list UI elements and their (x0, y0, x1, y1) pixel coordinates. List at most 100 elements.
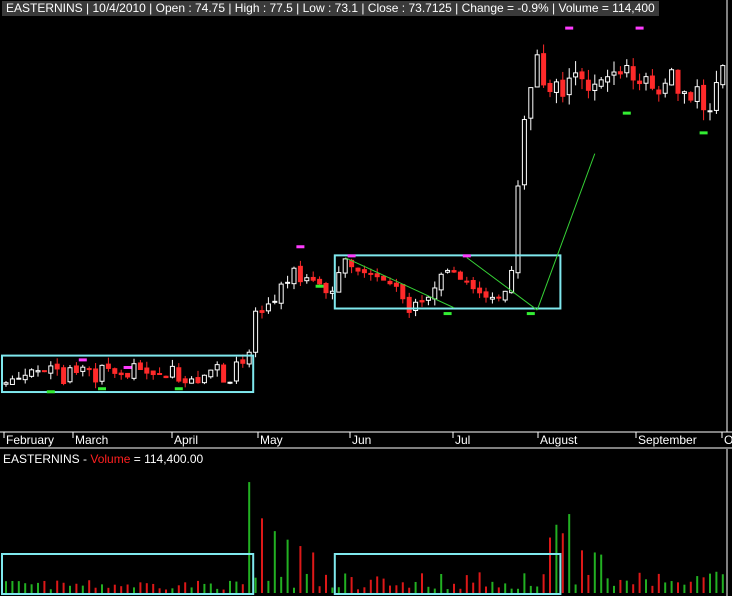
volume-bar (152, 583, 155, 593)
candle-body (54, 363, 60, 370)
swing-low-marker (46, 390, 55, 394)
volume-bar (69, 585, 71, 593)
volume-bar (632, 584, 635, 593)
price-candle (528, 87, 534, 131)
candle-body (137, 362, 143, 370)
volume-bar (395, 585, 398, 593)
candle-body (406, 296, 412, 313)
price-candle (201, 374, 207, 385)
candle-body (22, 374, 28, 381)
volume-bar (683, 584, 686, 593)
price-candle (624, 59, 630, 78)
volume-value: = 114,400.00 (130, 452, 204, 466)
candle-body (374, 273, 380, 278)
candle-body (573, 72, 579, 78)
price-candle (656, 85, 662, 102)
price-candle (592, 74, 598, 101)
candle-body (534, 54, 540, 88)
volume-bar (88, 580, 91, 593)
volume-bar (401, 582, 404, 593)
price-candle (509, 266, 515, 294)
x-tick-label: March (75, 433, 108, 447)
candle-body (483, 291, 489, 298)
price-candle (534, 49, 540, 88)
candle-body (464, 280, 470, 283)
volume-bar (491, 581, 494, 593)
candle-body (713, 82, 719, 111)
candle-body (445, 269, 451, 273)
swing-low-marker (443, 312, 452, 316)
swing-high-marker (296, 245, 305, 249)
price-candle (259, 305, 265, 319)
volume-bar (581, 550, 583, 593)
volume-bar (561, 533, 564, 593)
candle-body (163, 375, 169, 379)
price-candle (189, 376, 195, 384)
price-candle (285, 275, 291, 289)
price-candle (208, 369, 214, 379)
price-candle (105, 357, 111, 372)
swing-high-marker (347, 254, 356, 258)
price-candle (521, 115, 527, 190)
price-candle (566, 68, 572, 105)
price-candle (707, 103, 713, 121)
x-tick-label: Jul (455, 433, 470, 447)
candle-body (342, 258, 348, 274)
candle-body (73, 365, 79, 373)
candle-body (419, 300, 425, 303)
volume-bar (446, 589, 449, 593)
price-candle (489, 292, 495, 304)
price-candle (553, 78, 559, 104)
price-candle (451, 266, 457, 274)
candle-body (541, 53, 547, 86)
swing-low-marker (622, 111, 631, 115)
volume-bar (357, 589, 359, 593)
candle-body (617, 71, 623, 75)
candle-body (3, 382, 9, 385)
candle-body (656, 89, 662, 95)
price-candle (246, 349, 252, 368)
candle-body (246, 351, 252, 365)
price-candle (560, 71, 566, 103)
candle-body (214, 364, 220, 371)
x-tick-label: April (174, 433, 198, 447)
volume-bar (305, 573, 308, 593)
candle-body (125, 372, 131, 378)
price-candle (176, 363, 182, 383)
volume-bar (216, 588, 219, 593)
drawing-objects[interactable] (1, 26, 708, 595)
candle-body (304, 277, 310, 282)
candle-body (182, 378, 188, 384)
volume-bar (139, 582, 142, 593)
price-candle (688, 91, 694, 103)
candle-body (649, 75, 655, 89)
price-candle (3, 381, 9, 387)
price-candle (406, 292, 412, 318)
volume-bar (638, 572, 641, 593)
price-candle (400, 283, 406, 304)
candle-body (105, 363, 111, 369)
candle-body (611, 71, 617, 76)
candle-body (688, 92, 694, 101)
volume-bar (689, 581, 692, 593)
candle-body (425, 296, 431, 301)
volume-bar (331, 587, 334, 593)
x-tick-label: February (6, 433, 54, 447)
candle-body (41, 370, 47, 373)
candle-body (669, 69, 675, 86)
candle-body (265, 303, 271, 312)
price-candle (240, 354, 246, 368)
volume-symbol: EASTERNINS - (3, 452, 91, 466)
volume-bar (593, 552, 596, 593)
volume-bar (453, 583, 455, 593)
price-candle (585, 69, 591, 99)
volume-bar (677, 582, 679, 593)
candle-body (643, 76, 649, 84)
swing-low-marker (526, 312, 535, 316)
candle-body (323, 282, 329, 294)
price-candle (713, 70, 719, 114)
candle-body (355, 267, 361, 272)
volume-bar (158, 588, 161, 593)
volume-bar (318, 586, 321, 593)
